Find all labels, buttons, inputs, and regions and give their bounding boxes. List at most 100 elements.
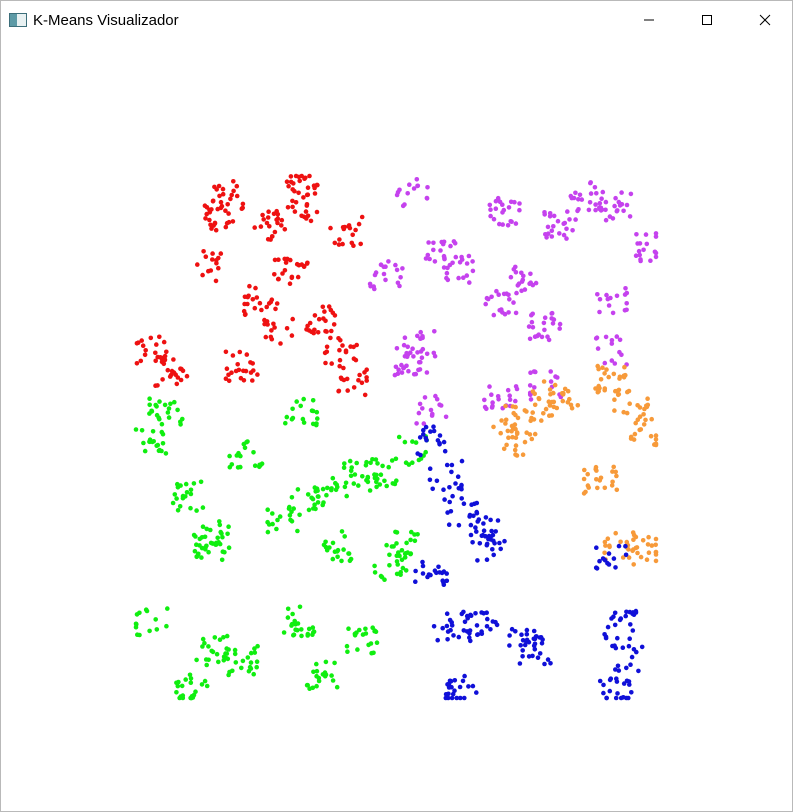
- data-point-green: [172, 399, 177, 405]
- data-point-red: [280, 271, 285, 276]
- data-point-purple: [415, 183, 420, 189]
- data-point-green: [252, 463, 258, 469]
- data-point-red: [184, 373, 190, 379]
- data-point-purple: [557, 231, 562, 236]
- data-point-blue: [530, 653, 535, 659]
- data-point-blue: [484, 610, 490, 615]
- kmeans-canvas[interactable]: [1, 39, 792, 811]
- data-point-green: [157, 399, 162, 404]
- data-point-orange: [530, 410, 535, 415]
- data-point-red: [207, 217, 212, 223]
- data-point-red: [226, 378, 232, 384]
- data-point-red: [347, 225, 353, 231]
- data-point-blue: [616, 668, 622, 673]
- data-point-purple: [398, 275, 403, 280]
- data-point-blue: [427, 466, 433, 472]
- data-point-purple: [497, 221, 502, 227]
- data-point-red: [295, 274, 301, 280]
- data-point-red: [171, 357, 176, 362]
- data-point-red: [362, 370, 367, 375]
- data-point-orange: [536, 396, 542, 402]
- data-point-purple: [592, 185, 598, 190]
- data-point-red: [250, 297, 256, 302]
- data-point-orange: [532, 431, 538, 437]
- data-point-blue: [420, 563, 426, 569]
- minimize-button[interactable]: [620, 1, 678, 39]
- data-point-green: [254, 664, 259, 670]
- data-point-red: [217, 193, 222, 199]
- data-point-red: [305, 323, 310, 329]
- data-point-purple: [536, 332, 541, 338]
- data-point-red: [362, 392, 368, 398]
- data-point-purple: [438, 248, 443, 253]
- data-point-purple: [653, 234, 659, 239]
- data-point-orange: [600, 365, 605, 371]
- data-point-blue: [456, 634, 462, 640]
- data-point-green: [172, 492, 178, 497]
- data-point-purple: [467, 280, 472, 285]
- application-window-icon[interactable]: [9, 13, 27, 27]
- data-point-red: [316, 316, 322, 322]
- data-point-blue: [621, 695, 626, 700]
- data-point-green: [217, 637, 223, 642]
- data-point-purple: [609, 358, 615, 363]
- data-point-blue: [451, 633, 456, 638]
- data-point-purple: [529, 319, 535, 325]
- data-point-green: [226, 545, 232, 550]
- data-point-red: [329, 328, 334, 334]
- data-point-blue: [448, 627, 453, 633]
- data-point-purple: [411, 354, 416, 359]
- data-point-red: [290, 316, 296, 322]
- data-point-purple: [493, 206, 499, 211]
- data-point-orange: [581, 476, 587, 482]
- data-point-orange: [509, 423, 515, 429]
- data-point-purple: [418, 359, 423, 365]
- data-point-red: [284, 179, 290, 184]
- data-point-green: [391, 544, 396, 549]
- title-bar[interactable]: K-Means Visualizador: [1, 1, 792, 39]
- data-point-orange: [610, 479, 615, 485]
- data-point-purple: [517, 207, 522, 213]
- data-point-green: [219, 557, 225, 563]
- data-point-green: [217, 541, 223, 547]
- data-point-blue: [624, 609, 629, 615]
- data-point-blue: [604, 695, 609, 701]
- data-point-purple: [643, 232, 649, 237]
- data-point-purple: [573, 217, 578, 222]
- data-point-green: [348, 473, 354, 479]
- data-point-orange: [646, 550, 652, 555]
- data-point-blue: [441, 439, 447, 445]
- data-point-orange: [626, 555, 632, 560]
- data-point-orange: [622, 364, 627, 370]
- data-point-green: [323, 672, 329, 677]
- data-point-blue: [466, 684, 471, 689]
- data-point-blue: [623, 613, 628, 619]
- data-point-red: [250, 378, 255, 383]
- data-point-red: [158, 355, 163, 360]
- data-point-green: [199, 555, 204, 560]
- close-button[interactable]: [736, 1, 793, 39]
- close-icon: [759, 14, 771, 26]
- data-point-orange: [631, 437, 637, 442]
- data-point-blue: [524, 637, 530, 643]
- data-point-red: [332, 240, 338, 246]
- data-point-green: [314, 668, 320, 674]
- data-point-purple: [514, 290, 519, 296]
- data-point-blue: [620, 645, 626, 650]
- data-point-purple: [542, 327, 547, 333]
- data-point-orange: [645, 402, 651, 408]
- data-point-purple: [607, 214, 613, 219]
- data-point-blue: [462, 695, 467, 701]
- maximize-button[interactable]: [678, 1, 736, 39]
- data-point-purple: [530, 282, 536, 288]
- data-point-purple: [548, 379, 554, 384]
- data-point-orange: [616, 387, 622, 393]
- data-point-red: [242, 294, 248, 300]
- data-point-red: [239, 206, 245, 211]
- data-point-green: [384, 483, 390, 489]
- data-point-green: [165, 606, 170, 611]
- data-point-red: [322, 350, 328, 356]
- data-point-purple: [614, 293, 620, 299]
- data-point-green: [199, 682, 205, 687]
- data-point-green: [370, 625, 376, 630]
